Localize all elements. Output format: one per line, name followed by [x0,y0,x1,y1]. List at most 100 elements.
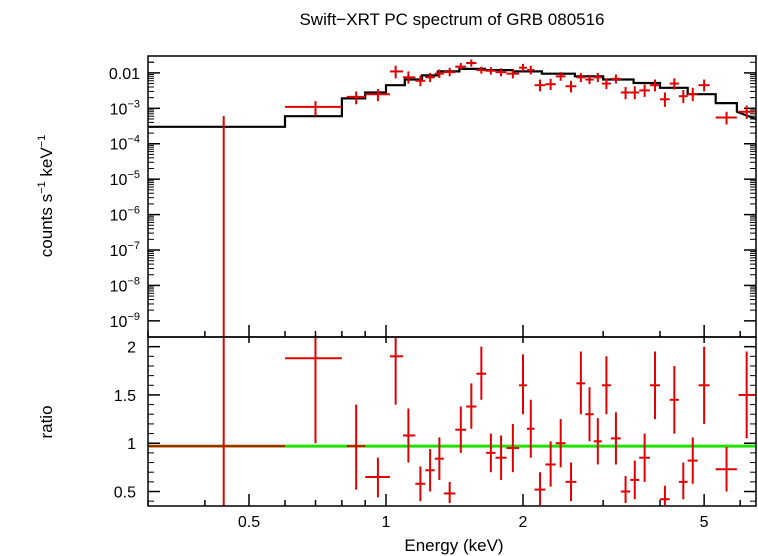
top-data-point [649,79,661,92]
tick-base: 10 [110,314,128,331]
top-data-point [425,72,435,83]
tick-exponent: −5 [127,169,140,181]
top-data-point [639,84,650,97]
x-ticks: 0.5 1 2 5 [147,325,741,531]
ratio-data-point [519,354,527,415]
ratio-data-point [403,408,416,463]
top-y-label-part-4: −1 [36,135,48,148]
bottom-y-tick-label: 1.5 [114,388,136,405]
tick-base: 10 [110,278,128,295]
chart-title: Swift−XRT PC spectrum of GRB 080516 [299,10,604,29]
ratio-data-point [630,460,640,500]
ratio-data-point [476,346,487,400]
top-data-point [585,74,594,85]
ratio-data-point [687,437,698,484]
ratio-data-point [506,423,520,473]
ratio-data-point [148,337,286,506]
ratio-data-point [601,356,611,415]
top-data-point [738,105,755,119]
top-data-point [576,72,586,83]
top-data-point [486,67,496,75]
top-data-point [687,87,698,102]
ratio-data-point [434,437,444,480]
tick-base: 10 [110,101,128,118]
top-y-tick-label: 10−6 [110,205,140,225]
tick-exponent: −9 [127,311,140,323]
ratio-data-point [610,412,621,465]
ratio-data-point [545,441,556,487]
ratio-data-point [389,337,404,405]
tick-exponent: −7 [127,240,140,252]
top-y-label-part-2: −1 [36,181,48,194]
ratio-data-point [698,346,710,424]
tick-exponent: −6 [127,205,140,217]
top-data-point [434,69,444,78]
top-y-label-part-1: counts s [37,194,56,257]
ratio-data-point [455,406,467,453]
ratio-data-point [576,351,586,415]
tick-exponent: −8 [127,275,140,287]
top-data-point [534,79,546,92]
top-data-point [630,86,640,100]
top-data-point [403,71,416,84]
ratio-data-point [495,435,507,480]
bottom-y-tick-label: 1 [127,436,136,453]
top-y-tick-label: 10−4 [110,134,140,154]
ratio-data-point [555,419,566,468]
top-data-point [506,69,520,79]
ratio-data-point [715,447,737,492]
bottom-y-label: ratio [37,405,56,438]
ratio-data-point [443,481,456,504]
top-data-point [455,63,467,71]
top-data-point [519,63,527,72]
bottom-panel: 0.5 1 1.5 2 ratio [37,336,757,507]
top-data-point [545,78,556,90]
ratio-data-point [565,462,577,502]
top-y-tick-label: 10−9 [110,311,140,331]
ratio-data-point [669,365,679,434]
top-y-tick-label: 10−5 [110,169,140,189]
ratio-data-point [526,399,535,458]
top-data-point [593,72,602,83]
ratio-data-point [415,466,426,502]
top-data-point [443,67,456,77]
top-data-point [669,78,679,90]
top-data-point [365,89,390,102]
top-y-tick-label: 0.01 [109,66,140,83]
top-data-point [698,79,710,92]
ratio-data-point [346,404,366,490]
bottom-y-tick-label: 2 [127,340,136,357]
top-data-point [526,65,535,75]
tick-exponent: −3 [127,98,140,110]
x-tick-label: 2 [519,514,528,531]
ratio-data-point [678,462,688,500]
top-data-point [285,101,342,117]
top-data-point [715,111,737,125]
top-data-point [495,68,507,77]
model-line [148,67,756,128]
ratio-data-point [620,476,631,504]
ratio-data-point [425,449,435,492]
top-data-point [222,116,225,337]
top-data-points [222,59,755,337]
x-tick-label: 5 [700,514,709,531]
ratio-data-point [466,383,477,429]
bottom-data-points [148,337,755,506]
bottom-panel-frame [147,336,757,507]
top-data-point [555,72,566,81]
ratio-data-point [639,433,650,482]
tick-base: 10 [110,137,128,154]
top-data-point [660,92,670,107]
top-data-point [466,59,477,67]
ratio-data-point [660,485,670,506]
top-model [148,67,756,128]
top-data-point [415,75,426,87]
tick-base: 10 [110,243,128,260]
top-data-point [476,66,487,74]
tick-base: 10 [110,172,128,189]
top-data-point [610,74,621,84]
ratio-data-point [585,387,594,442]
